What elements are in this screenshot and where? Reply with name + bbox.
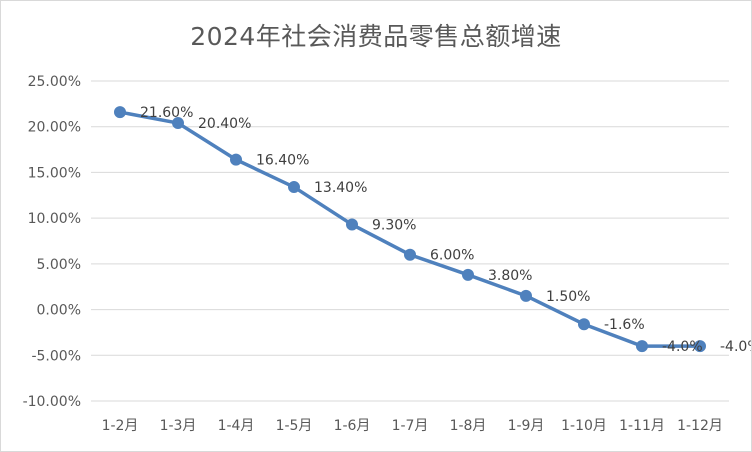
x-tick-label: 1-5月: [276, 418, 313, 434]
y-tick-label: 15.00%: [28, 165, 81, 181]
data-point: [578, 318, 590, 331]
data-label: 16.40%: [256, 153, 309, 169]
data-point: [114, 106, 126, 119]
x-tick-label: 1-10月: [561, 418, 607, 434]
data-point: [694, 340, 706, 353]
x-tick-label: 1-6月: [334, 418, 371, 434]
y-tick-label: 10.00%: [28, 211, 81, 227]
x-tick-label: 1-9月: [508, 418, 545, 434]
y-tick-label: 25.00%: [28, 74, 81, 90]
y-tick-label: 20.00%: [28, 120, 81, 136]
data-label: 9.30%: [372, 218, 416, 234]
data-point: [346, 218, 358, 231]
data-label: 21.60%: [140, 105, 193, 121]
data-point: [404, 248, 416, 261]
data-label: 1.50%: [546, 289, 590, 305]
data-label: 13.40%: [314, 180, 367, 196]
data-label: 3.80%: [488, 268, 532, 284]
x-tick-label: 1-11月: [619, 418, 665, 434]
y-tick-label: 5.00%: [37, 257, 81, 273]
x-tick-label: 1-12月: [677, 418, 723, 434]
data-point: [172, 117, 184, 130]
data-label: 20.40%: [198, 116, 251, 132]
x-tick-label: 1-2月: [102, 418, 139, 434]
data-label: -1.6%: [604, 317, 645, 333]
data-label: -4.0%: [720, 339, 751, 355]
data-point: [288, 181, 300, 194]
data-label: -4.0%: [662, 339, 703, 355]
data-label: 6.00%: [430, 248, 474, 264]
y-tick-label: -10.00%: [23, 394, 81, 410]
data-point: [520, 289, 532, 302]
data-point: [462, 268, 474, 281]
data-point: [230, 153, 242, 166]
x-tick-label: 1-3月: [160, 418, 197, 434]
data-point: [636, 340, 648, 353]
x-tick-label: 1-8月: [450, 418, 487, 434]
y-tick-label: 0.00%: [37, 303, 81, 319]
y-tick-label: -5.00%: [31, 348, 81, 364]
chart-title: 2024年社会消费品零售总额增速: [190, 22, 562, 51]
x-tick-label: 1-7月: [392, 418, 429, 434]
x-tick-label: 1-4月: [218, 418, 255, 434]
